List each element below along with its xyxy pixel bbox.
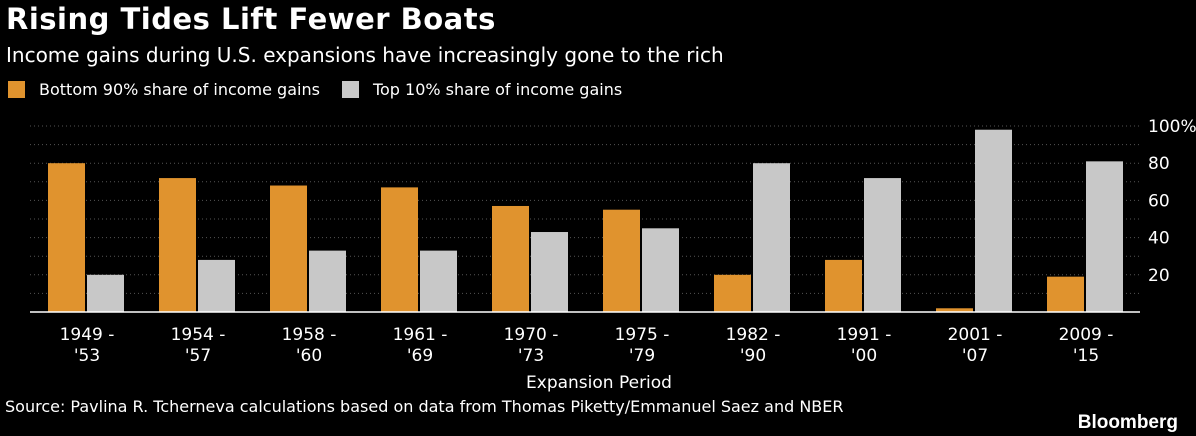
bar-bottom90 [159,178,196,312]
bar-chart: 20 40 60 80 100% 1949 -'53 1954 -'57 1958 -'60 1… [30,117,1196,393]
x-tick-label: '79 [629,346,655,366]
y-tick-label: 20 [1148,266,1170,286]
bar-top10 [198,259,235,312]
x-tick-label: 1975 - [615,325,670,345]
bar-top10 [642,228,679,312]
x-tick-label: 1958 - [282,325,337,345]
bar-top10 [420,250,457,312]
legend-item-top10: Top 10% share of income gains [341,79,623,99]
legend-label-bottom90: Bottom 90% share of income gains [39,79,320,99]
x-tick-label: 2009 - [1059,325,1114,345]
bar-bottom90 [714,274,751,312]
x-tick-label: 2001 - [948,325,1003,345]
legend-label-top10: Top 10% share of income gains [372,79,623,99]
bloomberg-logo: Bloomberg [1077,412,1178,433]
chart-title: Rising Tides Lift Fewer Boats [6,2,496,36]
x-tick-label: '07 [962,346,988,366]
x-tick-label: '90 [740,346,766,366]
legend-swatch-bottom90 [8,80,25,98]
x-tick-label: '73 [518,346,544,366]
bar-bottom90 [381,187,418,312]
bar-top10 [975,129,1012,312]
bar-top10 [864,178,901,312]
x-tick-label: '69 [407,346,433,366]
legend-swatch-top10 [341,80,359,98]
x-tick-label: 1954 - [171,325,226,345]
bar-top10 [531,232,568,312]
x-tick-label: 1970 - [504,325,559,345]
bar-top10 [309,250,346,312]
x-tick-label: 1991 - [837,325,892,345]
x-tick-label: 1961 - [393,325,448,345]
bar-bottom90 [48,163,85,312]
x-tick-label: '53 [74,346,100,366]
chart-subtitle: Income gains during U.S. expansions have… [6,43,724,67]
x-tick-label: '00 [851,346,877,366]
bar-top10 [753,163,790,312]
legend-item-bottom90: Bottom 90% share of income gains [8,80,320,99]
bar-bottom90 [936,308,973,312]
bar-bottom90 [492,205,529,312]
y-tick-label: 60 [1148,191,1170,211]
bar-bottom90 [1047,276,1084,312]
x-tick-label: 1982 - [726,325,781,345]
legend: Bottom 90% share of income gains Top 10%… [8,78,644,100]
x-tick-label: '57 [185,346,211,366]
x-tick-label: '60 [296,346,322,366]
source-note: Source: Pavlina R. Tcherneva calculation… [5,397,844,416]
x-tick-label: 1949 - [60,325,115,345]
x-tick-label: '15 [1073,346,1099,366]
y-tick-label: 100% [1148,117,1196,137]
bar-bottom90 [825,259,862,312]
bar-top10 [87,274,124,312]
bar-bottom90 [603,209,640,312]
x-axis-title: Expansion Period [526,373,672,393]
y-tick-label: 40 [1148,229,1170,249]
y-tick-label: 80 [1148,154,1170,174]
bar-bottom90 [270,185,307,312]
bar-top10 [1086,161,1123,312]
